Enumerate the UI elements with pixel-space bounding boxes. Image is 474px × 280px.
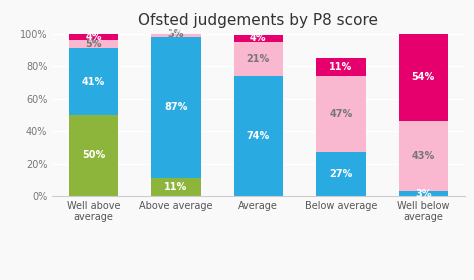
Text: 5%: 5% [85, 39, 101, 49]
Bar [316, 76, 365, 152]
Bar [69, 115, 118, 196]
Bar [69, 34, 118, 40]
Text: 50%: 50% [82, 150, 105, 160]
Text: 21%: 21% [246, 54, 270, 64]
Bar [399, 191, 448, 196]
Text: 4%: 4% [85, 32, 101, 42]
Bar [399, 121, 448, 191]
Text: 3%: 3% [415, 188, 431, 199]
Text: 43%: 43% [411, 151, 435, 161]
Text: 47%: 47% [329, 109, 353, 119]
Text: 4%: 4% [250, 34, 266, 43]
Bar [234, 76, 283, 196]
Text: 3%: 3% [168, 25, 184, 34]
Text: 27%: 27% [329, 169, 353, 179]
Bar [234, 42, 283, 76]
Title: Ofsted judgements by P8 score: Ofsted judgements by P8 score [138, 13, 378, 28]
Text: 74%: 74% [246, 131, 270, 141]
Bar [316, 58, 365, 76]
Bar [151, 27, 201, 32]
Bar [151, 37, 201, 178]
Text: 41%: 41% [82, 76, 105, 87]
Text: 3%: 3% [168, 29, 184, 39]
Bar [234, 35, 283, 42]
Bar [399, 34, 448, 121]
Bar [69, 48, 118, 115]
Text: 11%: 11% [329, 62, 353, 72]
Text: 54%: 54% [411, 73, 435, 82]
Bar [316, 152, 365, 196]
Bar [151, 178, 201, 196]
Bar [151, 32, 201, 37]
Text: 87%: 87% [164, 102, 188, 113]
Text: 11%: 11% [164, 182, 188, 192]
Bar [69, 40, 118, 48]
